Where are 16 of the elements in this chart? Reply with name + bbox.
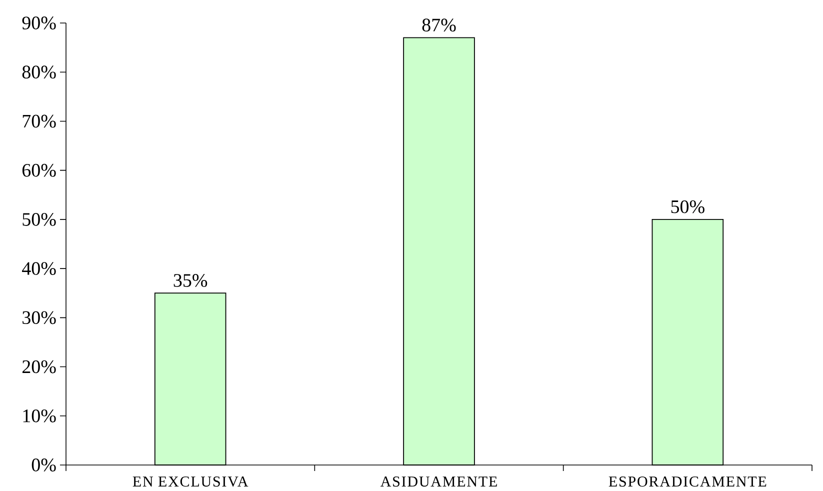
y-tick-label: 30% xyxy=(22,311,56,324)
y-tick-label: 80% xyxy=(22,66,56,79)
y-tick-label: 10% xyxy=(23,409,56,422)
x-tick-label: EN EXCLUSIVA xyxy=(132,476,248,487)
y-tick-label: 20% xyxy=(22,360,56,374)
y-tick-label: 70% xyxy=(22,114,56,128)
y-tick-label: 60% xyxy=(22,164,56,177)
data-label: 50% xyxy=(671,200,704,214)
y-tick-label: 50% xyxy=(22,212,56,226)
y-tick-label: 90% xyxy=(22,16,56,30)
y-tick-label: 0% xyxy=(32,458,56,472)
data-label: 35% xyxy=(174,274,208,287)
y-tick-label: 40% xyxy=(22,262,56,275)
data-label: 87% xyxy=(422,18,456,32)
x-tick-label: ESPORADICAMENTE xyxy=(608,476,766,487)
x-tick-label: ASIDUAMENTE xyxy=(380,476,497,487)
